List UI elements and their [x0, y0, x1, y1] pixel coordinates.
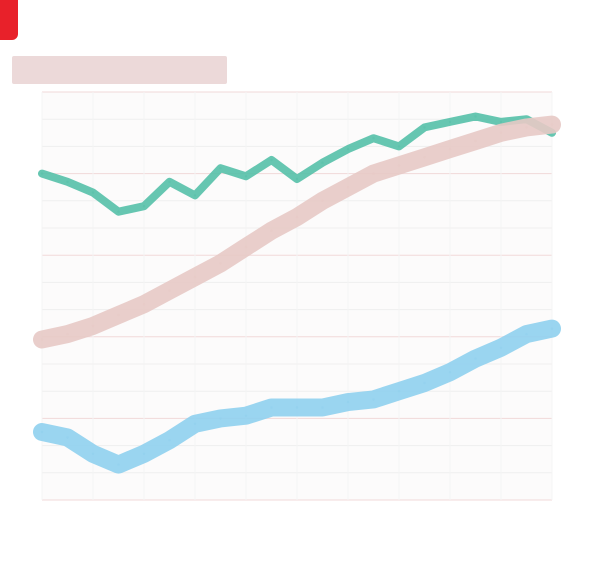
- series-2-point: [474, 139, 477, 143]
- series-1-point: [117, 210, 120, 213]
- series-3-point: [550, 327, 554, 330]
- series-1-point: [321, 161, 324, 164]
- series-3-point: [66, 436, 69, 439]
- series-2-point: [193, 275, 197, 279]
- series-3-point: [448, 371, 452, 374]
- series-1-point: [66, 180, 69, 183]
- series-1-point: [372, 137, 375, 140]
- series-3-point: [244, 414, 248, 417]
- series-2-point: [448, 147, 452, 151]
- series-2-point: [66, 332, 69, 336]
- series-1-point: [219, 167, 222, 170]
- series-3-point: [193, 422, 197, 425]
- series-2-point: [244, 245, 248, 249]
- series-3-point: [270, 406, 273, 409]
- series-2-point: [91, 324, 95, 328]
- series-2-point: [423, 156, 426, 159]
- series-2-point: [346, 186, 350, 189]
- series-3-point: [168, 439, 171, 442]
- series-3-point: [525, 332, 528, 336]
- series-3-point: [372, 398, 375, 401]
- series-2-point: [397, 164, 401, 167]
- series-2-point: [168, 289, 171, 292]
- series-1-point: [423, 126, 426, 129]
- series-3-point: [423, 381, 426, 385]
- series-3-point: [142, 452, 146, 455]
- series-1-point: [40, 172, 44, 175]
- series-2-point: [142, 303, 146, 306]
- series-2-point: [117, 313, 120, 317]
- series-3-point: [321, 406, 324, 409]
- series-1-point: [142, 205, 146, 208]
- series-1-point: [346, 147, 350, 151]
- series-1-point: [168, 180, 171, 183]
- series-1-point: [499, 120, 503, 124]
- series-2-point: [321, 199, 324, 202]
- series-3-point: [499, 346, 503, 349]
- grid: [41, 91, 553, 501]
- series-lines: [33, 112, 561, 474]
- series-2-point: [40, 338, 44, 341]
- series-1-point: [397, 145, 401, 148]
- series-1-point: [474, 115, 477, 118]
- series-1-point: [270, 158, 273, 162]
- series-3-point: [40, 430, 44, 434]
- series-2-point: [372, 172, 375, 175]
- series-1-point: [244, 175, 248, 178]
- series-3-point: [117, 463, 120, 466]
- series-3-point: [295, 406, 299, 409]
- series-2-point: [525, 126, 528, 129]
- series-2-point: [550, 123, 554, 126]
- series-3-point: [397, 390, 401, 393]
- series-2-point: [499, 131, 503, 134]
- series-2-point: [270, 229, 273, 232]
- series-1-point: [91, 191, 95, 194]
- series-1-point: [295, 177, 299, 181]
- series-3-point: [346, 400, 350, 404]
- series-3-point: [91, 452, 95, 455]
- series-2-point: [219, 262, 222, 265]
- series-2-point: [295, 215, 299, 219]
- title-band: [12, 56, 227, 84]
- series-1-point: [448, 120, 452, 124]
- series-3-point: [474, 357, 477, 360]
- series-1-point: [193, 194, 197, 197]
- brand-mark: [0, 0, 18, 40]
- series-3-point: [219, 417, 222, 420]
